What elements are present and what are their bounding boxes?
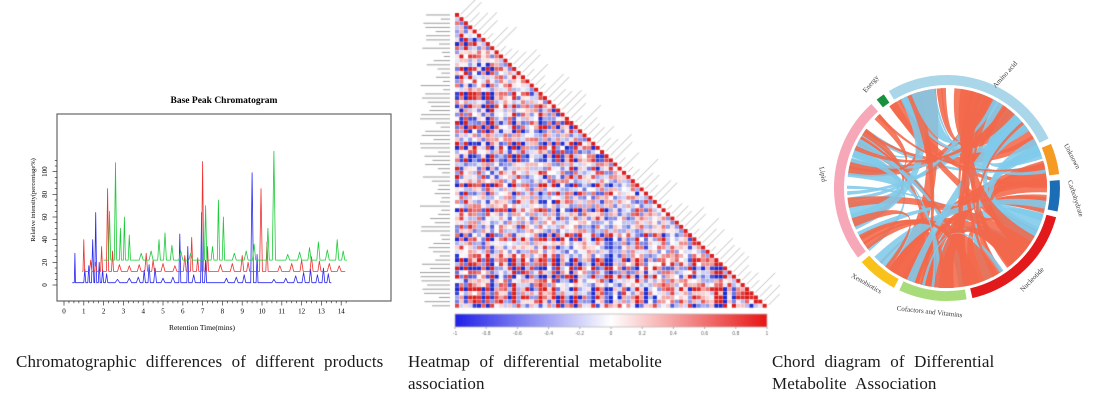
x-axis-title: Retention Time(mins) [169,323,236,332]
y-axis-title: Relative intensity(percentage%) [30,158,37,242]
segment-label: Carbohydrate [1066,179,1085,218]
x-tick-label: 8 [221,308,225,316]
chord-panel: Amino acid Unknown Carbohydrate Nucleotide C… [780,0,1100,345]
caption-chromatogram: Chromatographic differences of different… [16,352,384,371]
chromatogram-panel: Base Peak Chromatogram 0 1 2 3 4 5 6 7 8 9 10 11 12 13… [0,0,420,345]
y-tick-label: 0 [41,283,49,287]
segment-label: Lipid [817,166,828,183]
y-tick-label: 80 [41,190,49,198]
chord-ribbons [846,88,1048,289]
heatmap-panel [420,0,780,345]
y-tick-label: 40 [41,236,49,244]
segment-label: Unknown [1062,142,1082,171]
segment-lipid [834,103,879,258]
y-tick-label: 60 [41,213,49,221]
x-tick-label: 0 [62,308,66,316]
segment-amino-acid [888,74,1049,143]
caption-heatmap: Heatmap of differential metabolite assoc… [408,352,662,394]
trace-product-green [103,150,348,261]
segment-label: Amino acid [991,59,1019,89]
segment-label: Cofactors and Vitamins [896,304,963,319]
x-tick-label: 6 [181,308,185,316]
segment-nucleotide [970,214,1057,299]
segment-energy [876,94,890,108]
x-tick-label: 12 [298,308,306,316]
chord-diagram: Amino acidUnknownCarbohydrateNucleotideC… [817,59,1085,319]
x-tick-label: 10 [259,308,267,316]
trace-product-blue [72,172,332,284]
x-tick-label: 4 [141,308,145,316]
x-tick-label: 3 [122,308,126,316]
y-tick-label: 20 [41,258,49,266]
y-tick-label: 100 [41,166,49,177]
x-tick-label: 9 [240,308,244,316]
plot-frame [56,113,392,302]
segment-xenobiotics [861,255,899,288]
segment-cofactors-and-vitamins [899,281,967,302]
x-tick-label: 5 [161,308,165,316]
x-tick-label: 11 [278,308,285,316]
x-tick-label: 1 [82,308,86,316]
x-tick-label: 14 [338,308,346,316]
x-tick-label: 13 [318,308,326,316]
chromatogram-title: Base Peak Chromatogram [171,96,278,106]
trace-product-red [82,161,346,272]
segment-label: Energy [861,73,880,94]
x-tick-label: 7 [201,308,205,316]
caption-chord: Chord diagram of Differential Metabolite… [772,352,995,394]
heatmap-canvas [420,0,780,345]
x-tick-label: 2 [102,308,106,316]
segment-unknown [1041,143,1060,176]
segment-carbohydrate [1047,180,1060,212]
